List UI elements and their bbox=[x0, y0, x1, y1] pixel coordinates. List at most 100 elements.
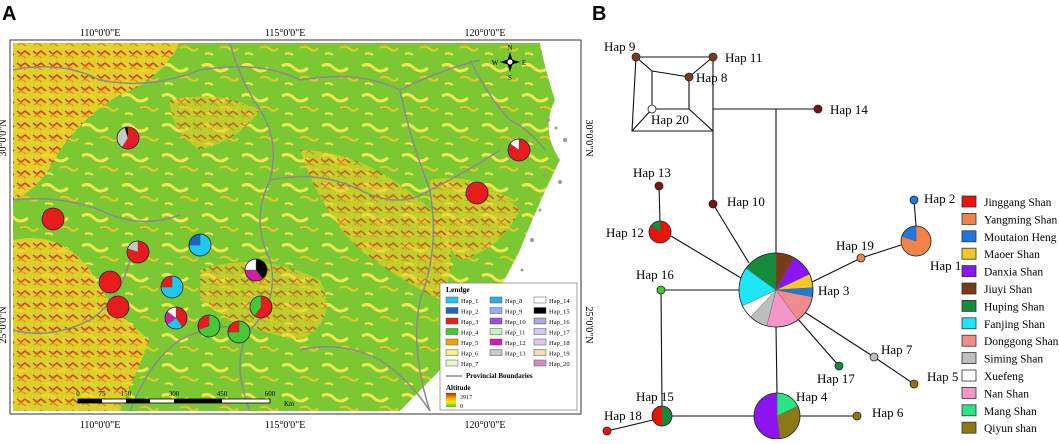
site-pie-13 bbox=[249, 295, 273, 319]
pop-swatch-5 bbox=[961, 282, 977, 295]
pop-label-0: Jinggang Shan bbox=[984, 197, 1052, 209]
pop-swatch-10 bbox=[961, 369, 977, 382]
site-pie-10 bbox=[164, 306, 188, 330]
compass-w: W bbox=[492, 59, 499, 67]
altitude-min: 0 bbox=[460, 404, 463, 410]
lat-tick-right-0: 30°0'0"N bbox=[583, 119, 594, 156]
site-pie-0 bbox=[116, 126, 140, 150]
lat-tick-right-1: 25°0'0"N bbox=[583, 306, 594, 343]
hap19-node bbox=[856, 253, 866, 263]
pop-label-4: Danxia Shan bbox=[984, 267, 1043, 279]
legend-swatch-17 bbox=[533, 338, 547, 346]
map-legend: Lendge Hap_1 Hap_2 Hap_3 Hap_4 Hap_5 Hap_6 Hap… bbox=[439, 282, 578, 411]
pop-swatch-3 bbox=[961, 247, 977, 260]
legend-swatch-5 bbox=[445, 349, 459, 356]
hap10-label: Hap 10 bbox=[727, 194, 765, 209]
site-pie-1 bbox=[507, 138, 531, 162]
legend-label-11: Hap_12 bbox=[505, 340, 526, 347]
site-pie-3 bbox=[41, 207, 65, 231]
hap2-node bbox=[909, 195, 919, 205]
lat-tick-left-0: 30°0'0"N bbox=[0, 119, 9, 156]
hap18-label: Hap 18 bbox=[604, 408, 642, 423]
sampling-site-pies bbox=[41, 126, 531, 344]
pop-label-8: Donggong Shan bbox=[984, 336, 1059, 348]
hap12-label: Hap 12 bbox=[606, 225, 644, 240]
pop-swatch-11 bbox=[961, 386, 977, 399]
pop-swatch-2 bbox=[961, 230, 977, 243]
legend-swatch-3 bbox=[445, 328, 459, 335]
hap11-label: Hap 11 bbox=[725, 50, 762, 65]
altitude-max: 3917 bbox=[460, 395, 472, 401]
scale-tick-3: 300 bbox=[169, 390, 180, 398]
site-pie-3-slice-0 bbox=[41, 207, 65, 231]
legend-swatch-12 bbox=[489, 349, 503, 356]
scale-tick-0: 0 bbox=[76, 390, 80, 398]
pop-swatch-9 bbox=[961, 352, 977, 365]
pop-label-7: Fanjing Shan bbox=[984, 319, 1045, 331]
hap8-node bbox=[684, 72, 694, 82]
legend-swatch-11 bbox=[489, 338, 503, 346]
hap1-node bbox=[900, 225, 932, 257]
hap20-node bbox=[647, 104, 657, 114]
legend-swatch-6 bbox=[445, 359, 459, 367]
hap7-node bbox=[869, 352, 879, 362]
legend-label-14: Hap_15 bbox=[549, 309, 570, 316]
panel-a-letter: A bbox=[2, 3, 16, 25]
hap13-node bbox=[654, 181, 664, 191]
legend-swatch-13 bbox=[533, 296, 547, 304]
site-pie-2 bbox=[465, 181, 489, 205]
legend-title: Lendge bbox=[446, 285, 470, 294]
legend-label-4: Hap_5 bbox=[461, 340, 478, 347]
hap19-label: Hap 19 bbox=[836, 238, 874, 253]
hap1-label: Hap 1 bbox=[930, 258, 961, 273]
pop-swatch-13 bbox=[961, 421, 977, 434]
scale-unit: Km bbox=[284, 400, 295, 408]
compass-rose-icon: N S E W bbox=[492, 44, 526, 82]
compass-s: S bbox=[508, 74, 512, 82]
legend-label-1: Hap_2 bbox=[461, 309, 478, 316]
hap6-node bbox=[852, 411, 862, 421]
lat-tick-left-1: 25°0'0"N bbox=[0, 306, 9, 343]
hap12-node bbox=[648, 220, 672, 244]
legend-swatch-7 bbox=[489, 296, 503, 304]
site-pie-12 bbox=[227, 320, 251, 344]
legend-label-10: Hap_11 bbox=[505, 330, 525, 337]
pop-label-3: Maoer Shan bbox=[984, 249, 1040, 261]
hap15-node-slice-1 bbox=[651, 405, 663, 427]
site-pie-7-slice-0 bbox=[106, 295, 130, 319]
legend-label-2: Hap_3 bbox=[461, 319, 478, 326]
legend-swatch-18 bbox=[533, 349, 547, 356]
panel-b-letter: B bbox=[592, 3, 606, 25]
hap17-label: Hap 17 bbox=[817, 371, 855, 386]
scale-tick-2: 150 bbox=[121, 390, 132, 398]
legend-label-17: Hap_18 bbox=[549, 340, 570, 347]
site-pie-6-slice-0 bbox=[98, 270, 122, 294]
legend-swatch-10 bbox=[489, 328, 503, 335]
haplotype-network: Hap 12 Hap 1 Hap 3 Hap 15 Hap 4 Hap 9 Hap 11 H… bbox=[602, 39, 961, 440]
legend-swatch-8 bbox=[489, 307, 503, 314]
legend-label-16: Hap_17 bbox=[549, 330, 570, 337]
legend-swatch-19 bbox=[533, 359, 547, 367]
hap11-node bbox=[708, 52, 718, 62]
altitude-ramp bbox=[446, 393, 456, 407]
legend-swatch-1 bbox=[445, 307, 459, 314]
hap14-node bbox=[813, 104, 823, 114]
pop-label-10: Xuefeng bbox=[984, 371, 1024, 383]
pop-label-1: Yangming Shan bbox=[984, 214, 1058, 226]
hap3-node bbox=[738, 252, 814, 328]
pop-swatch-7 bbox=[961, 317, 977, 330]
lon-tick-bottom-2: 120°0'0"E bbox=[465, 420, 506, 431]
legend-label-3: Hap_4 bbox=[461, 330, 479, 337]
hap3-label: Hap 3 bbox=[818, 283, 849, 298]
lon-tick-top-1: 115°0'0"E bbox=[265, 28, 306, 39]
hap16-label: Hap 16 bbox=[636, 267, 674, 282]
scale-bar: 0 75 150 300 450 600 Km bbox=[76, 390, 295, 408]
hap18-node bbox=[602, 426, 612, 436]
compass-e: E bbox=[522, 59, 526, 67]
pop-swatch-4 bbox=[961, 265, 977, 278]
site-pie-5 bbox=[188, 233, 212, 257]
hap17-node bbox=[834, 361, 844, 371]
pop-swatch-1 bbox=[961, 212, 977, 225]
site-pie-9 bbox=[244, 258, 268, 282]
